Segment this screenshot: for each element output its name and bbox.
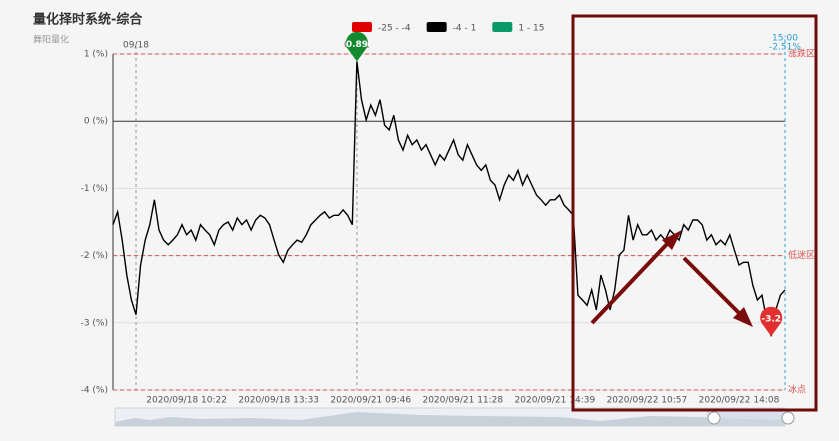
- arrow-head: [662, 230, 682, 250]
- end-time: 15:00: [772, 34, 798, 44]
- x-tick-label: 2020/09/21 09:46: [330, 396, 411, 406]
- legend-label: 1 - 15: [518, 24, 544, 34]
- legend-swatch: [492, 22, 513, 32]
- pin-label: -3.2: [761, 315, 781, 325]
- x-tick-label: 2020/09/21 11:28: [422, 396, 503, 406]
- zoom-preview: [115, 412, 785, 426]
- zoom-handle[interactable]: [707, 411, 721, 425]
- arrow-head: [733, 307, 753, 327]
- y-tick-label: 1 (%): [84, 50, 108, 60]
- y-tick-label: -1 (%): [81, 184, 108, 194]
- chart-title: 量化择时系统-综合: [33, 12, 143, 28]
- mark-line-label: 低迷区: [788, 249, 815, 261]
- y-tick-label: -3 (%): [81, 318, 108, 328]
- pin: [345, 31, 368, 62]
- end-value: -2.51%: [769, 43, 801, 53]
- x-tick-label: 2020/09/18 10:22: [146, 396, 227, 406]
- mark-line-label: 涨跌区: [788, 49, 815, 60]
- legend-swatch: [352, 22, 372, 32]
- day-label: 09/18: [123, 41, 149, 51]
- mark-line-label: 冰点: [788, 384, 806, 396]
- chart-subtitle: 舞阳量化: [33, 34, 69, 46]
- data-zoom[interactable]: [114, 407, 795, 427]
- arrow: [590, 241, 670, 325]
- x-tick-label: 2020/09/21 14:39: [515, 396, 596, 406]
- pin: [760, 306, 783, 337]
- arrow: [682, 256, 742, 316]
- legend-swatch: [426, 22, 447, 32]
- x-tick-label: 2020/09/22 14:08: [699, 396, 780, 406]
- zoom-window: [707, 408, 785, 426]
- y-tick-label: 0 (%): [84, 117, 108, 127]
- annotation: [571, 14, 818, 412]
- highlight-box: [571, 14, 818, 412]
- y-tick-label: -2 (%): [81, 251, 108, 261]
- legend-label: -25 - -4: [378, 24, 411, 34]
- pin-label: 0.89: [346, 40, 368, 50]
- x-tick-label: 2020/09/18 13:33: [238, 396, 319, 406]
- x-tick-label: 2020/09/22 10:57: [607, 396, 688, 406]
- zoom-handle[interactable]: [781, 411, 795, 425]
- line-series: [112, 61, 786, 337]
- legend-label: -4 - 1: [453, 24, 477, 34]
- y-tick-label: -4 (%): [81, 386, 108, 396]
